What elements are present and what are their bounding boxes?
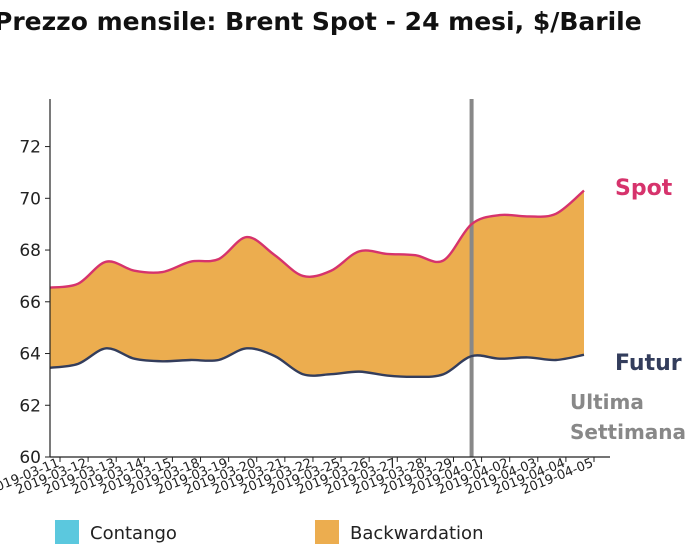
y-tick-label: 66 xyxy=(19,293,41,313)
vline-label: Ultima Settimana xyxy=(570,390,686,444)
chart-title: Prezzo mensile: Brent Spot - 24 mesi, $/… xyxy=(0,7,642,36)
legend-swatch-backwardation xyxy=(315,520,339,544)
y-tick-label: 62 xyxy=(19,396,41,416)
series-label-futur: Futur xyxy=(615,351,682,376)
legend-label-contango: Contango xyxy=(90,523,177,544)
plot-area: 606264666870722019-03-112019-03-122019-0… xyxy=(0,99,686,544)
legend-label-backwardation: Backwardation xyxy=(350,523,483,544)
y-tick-label: 68 xyxy=(19,241,41,261)
backwardation-area xyxy=(50,190,584,377)
series-line-futur xyxy=(49,347,585,379)
y-tick-label: 70 xyxy=(19,189,41,209)
legend-swatch-contango xyxy=(55,520,79,544)
y-tick-label: 60 xyxy=(19,448,41,468)
series-label-spot: Spot xyxy=(615,176,673,201)
y-tick-label: 64 xyxy=(19,345,41,365)
y-tick-label: 72 xyxy=(19,138,41,158)
series-line-spot xyxy=(49,189,585,289)
